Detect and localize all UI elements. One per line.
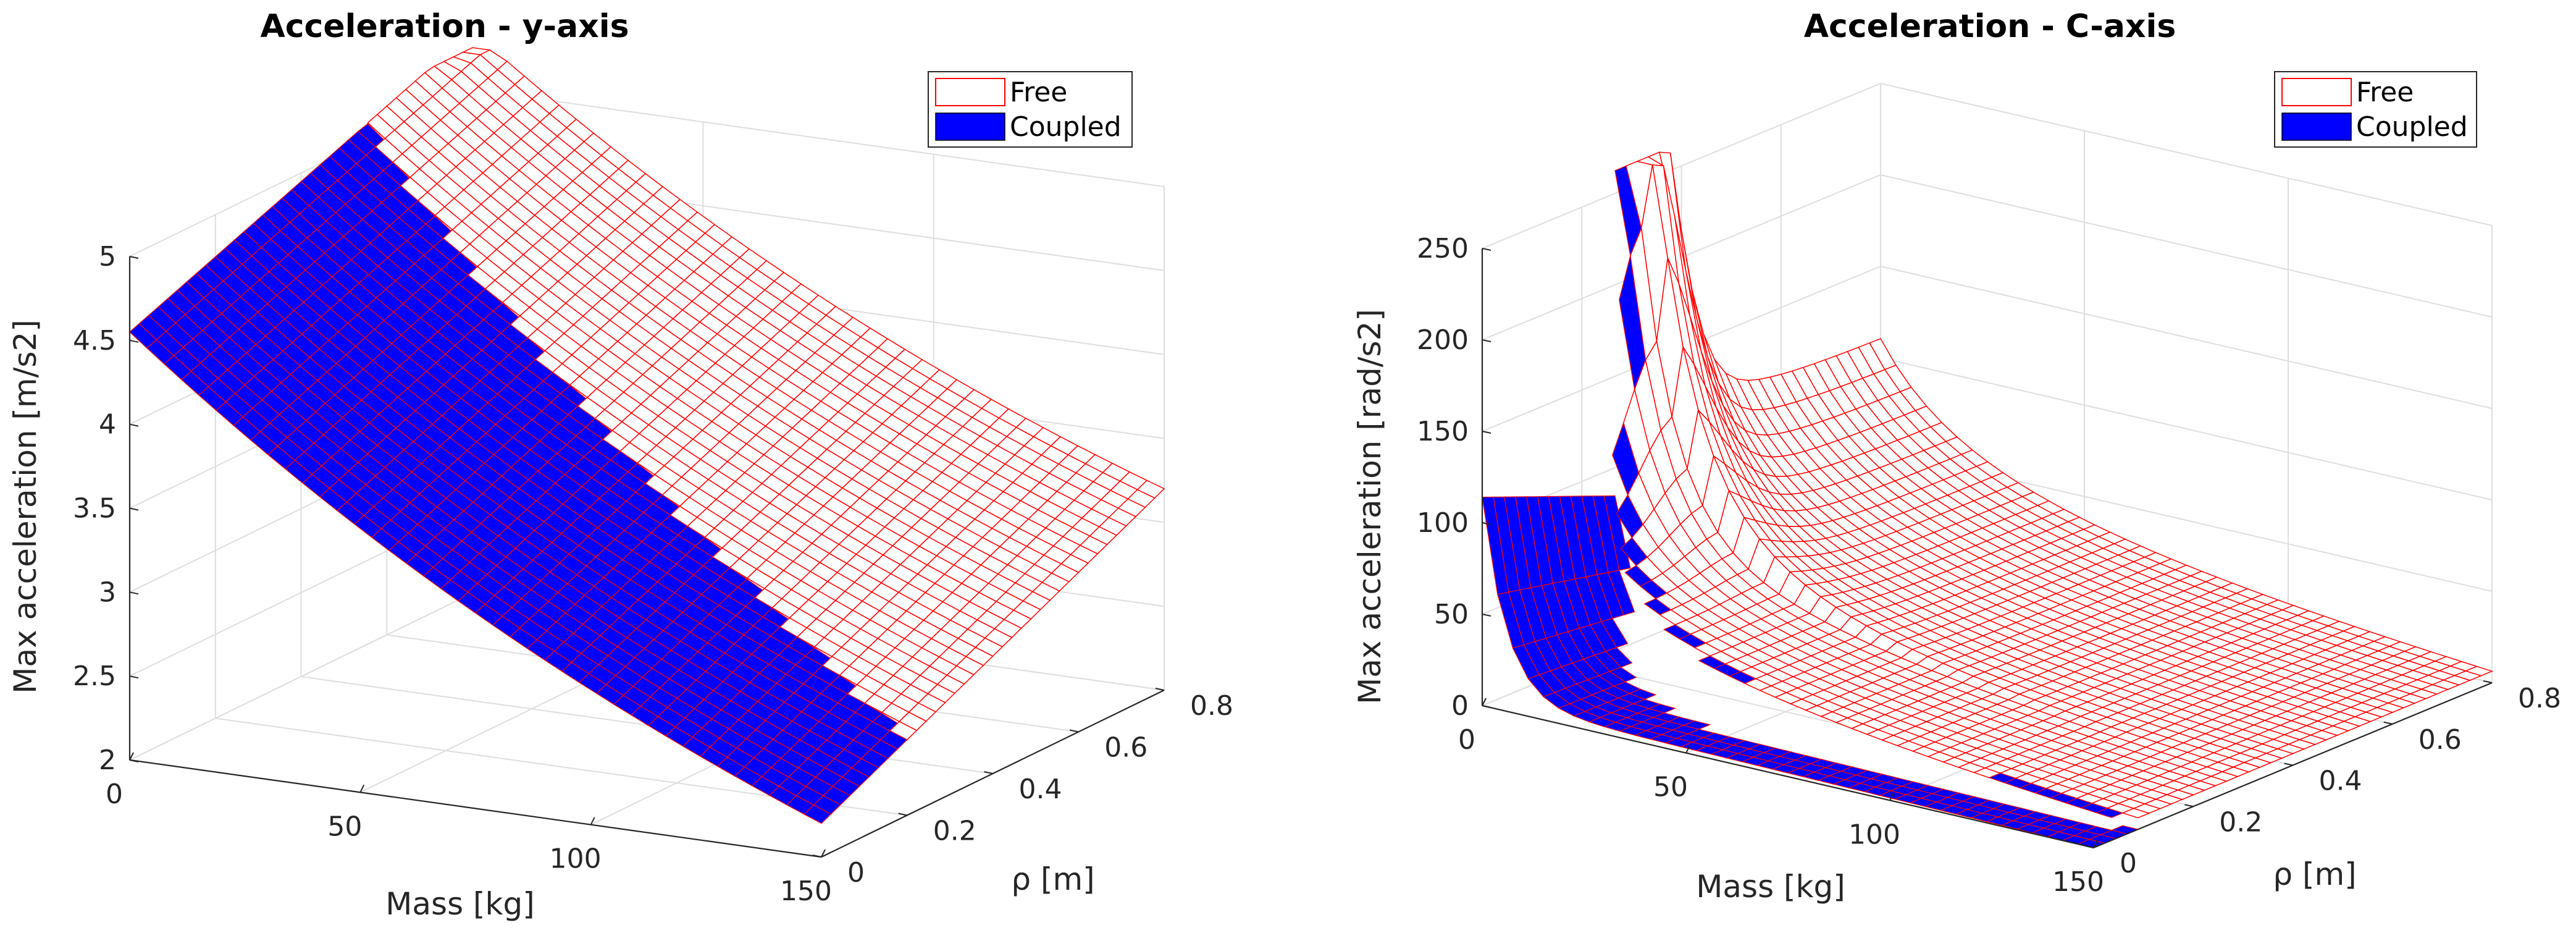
y-tick-label: 0.6 — [1104, 732, 1147, 764]
chart-axes: 0 50 100 150 200 250 0 50 100 150 0 0.2 0.4 0.6 0.8 — [1417, 233, 2561, 898]
x-axis-line — [1482, 704, 2094, 849]
legend-free-label: Free — [2356, 77, 2414, 108]
legend: Free Coupled — [2274, 71, 2477, 148]
x-axis-label: Mass [kg] — [385, 886, 534, 922]
x-tick-label: 0 — [106, 779, 123, 810]
z-tick-label: 5 — [99, 241, 116, 272]
x-axis-line — [129, 759, 822, 858]
y-tick — [984, 771, 993, 774]
y-tick-label: 0.6 — [2419, 724, 2462, 756]
chart-title: Acceleration - y-axis — [260, 8, 629, 45]
x-tick-label: 50 — [1653, 772, 1688, 803]
z-tick-label: 2.5 — [73, 661, 116, 692]
legend-free-swatch — [935, 78, 1005, 106]
x-tick-label: 100 — [550, 843, 602, 875]
z-tick — [129, 759, 139, 762]
z-tick-label: 4.5 — [73, 325, 116, 357]
y-tick — [1155, 688, 1165, 691]
x-tick — [590, 817, 595, 825]
chart-surfaces — [129, 47, 1165, 824]
y-tick-label: 0.4 — [2319, 766, 2362, 797]
x-tick-label: 150 — [780, 876, 832, 907]
x-tick — [129, 752, 134, 761]
z-tick — [129, 423, 139, 427]
x-tick — [359, 784, 365, 793]
z-tick — [1482, 522, 1491, 525]
y-tick-label: 0.2 — [2219, 806, 2262, 838]
z-tick — [1482, 705, 1491, 708]
z-tick — [1482, 431, 1491, 434]
x-tick-label: 100 — [1848, 819, 1900, 850]
y-axis-label: ρ [m] — [1011, 861, 1094, 897]
legend: Free Coupled — [928, 71, 1133, 148]
z-tick — [129, 675, 139, 679]
y-tick-label: 0.4 — [1019, 774, 1062, 805]
y-tick — [2184, 804, 2194, 808]
y-tick — [1070, 729, 1079, 733]
legend-coupled-label: Coupled — [2356, 111, 2468, 143]
y-tick — [898, 813, 907, 816]
y-tick-label: 0 — [2120, 848, 2137, 879]
x-tick — [1482, 698, 1487, 706]
free-surface-patch — [2121, 808, 2150, 819]
y-tick-label: 0 — [847, 857, 865, 889]
y-tick-label: 0.8 — [1190, 690, 1233, 722]
legend-coupled-swatch — [2281, 112, 2352, 141]
z-tick-label: 200 — [1417, 324, 1469, 356]
z-tick — [129, 339, 139, 343]
z-tick-label: 50 — [1434, 599, 1469, 630]
z-tick — [1482, 248, 1491, 251]
z-tick-label: 4 — [99, 409, 116, 441]
z-tick-label: 250 — [1417, 233, 1469, 264]
legend-coupled-swatch — [935, 112, 1005, 141]
z-tick-label: 3.5 — [73, 493, 116, 525]
y-tick — [812, 855, 822, 858]
x-tick — [1685, 745, 1690, 754]
x-tick — [1889, 792, 1894, 801]
z-tick — [129, 591, 139, 595]
legend-free-label: Free — [1010, 77, 1067, 108]
chart-c-axis: 0 50 100 150 200 250 0 50 100 150 0 0.2 0.4 0.6 0.8 Ac… — [1352, 8, 2561, 905]
z-tick-label: 0 — [1451, 690, 1469, 722]
x-tick-label: 0 — [1458, 724, 1475, 756]
z-tick — [129, 256, 139, 259]
x-axis-label: Mass [kg] — [1696, 869, 1845, 905]
chart-title: Acceleration - C-axis — [1804, 8, 2176, 45]
coupled-surface-patch — [803, 804, 832, 824]
y-axis-label: ρ [m] — [2273, 856, 2356, 892]
y-tick — [2284, 762, 2293, 766]
z-tick-label: 100 — [1417, 507, 1469, 539]
z-tick — [1482, 339, 1491, 342]
z-axis-label: Max acceleration [rad/s2] — [1352, 309, 1388, 704]
z-tick-label: 150 — [1417, 416, 1469, 447]
y-tick-label: 0.8 — [2518, 683, 2561, 714]
coupled-surface-patch — [2095, 808, 2124, 818]
y-tick — [2084, 845, 2094, 848]
legend-coupled-label: Coupled — [1010, 111, 1122, 143]
z-axis-label: Max acceleration [m/s2] — [7, 319, 43, 694]
x-tick — [2093, 840, 2098, 848]
x-tick — [821, 849, 826, 858]
y-tick-label: 0.2 — [933, 816, 976, 847]
z-tick — [1482, 614, 1491, 617]
legend-free-swatch — [2281, 78, 2352, 106]
z-tick — [129, 507, 139, 511]
chart-surfaces — [1482, 151, 2494, 848]
x-tick-label: 150 — [2052, 866, 2104, 898]
y-tick — [2483, 680, 2493, 683]
z-tick-label: 2 — [99, 745, 116, 776]
y-tick — [2383, 721, 2393, 725]
x-tick-label: 50 — [327, 811, 362, 842]
z-tick-label: 3 — [99, 576, 116, 608]
